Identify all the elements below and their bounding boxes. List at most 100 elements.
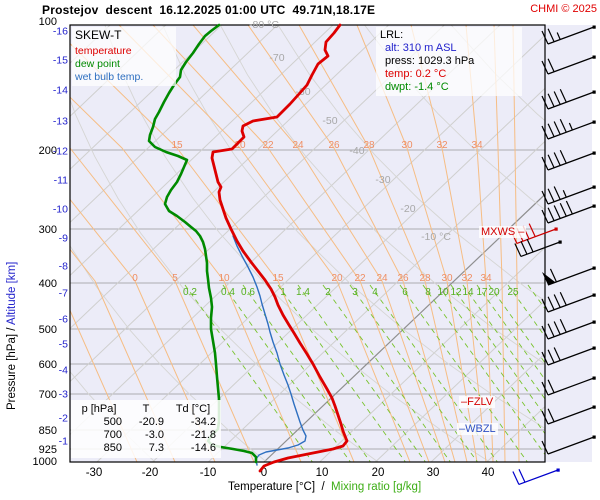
temperature-tick: 20 — [372, 467, 385, 479]
moist-adiabat-label: 26 — [397, 273, 409, 284]
moist-adiabat-label: 5 — [172, 273, 178, 284]
info-line: dwpt: -1.4 °C — [385, 81, 449, 93]
x-axis-temp-label: Temperature [°C] / — [228, 481, 332, 493]
pressure-tick: 925 — [39, 444, 57, 456]
moist-adiabat-label: 26 — [328, 140, 340, 151]
legend-box: SKEW-T temperature dew point wet bulb temp… — [72, 27, 176, 86]
pressure-tick: 100 — [39, 16, 57, 28]
mixing-ratio-label: 4 — [372, 287, 378, 298]
info-line: temp: 0.2 °C — [385, 68, 447, 80]
isotherm-label: -40 — [349, 145, 364, 157]
mixing-ratio-label: 1 — [280, 287, 286, 298]
moist-adiabat-label: 34 — [471, 140, 483, 151]
wind-barb — [542, 266, 596, 286]
copyright-label: CHMI © 2025 — [530, 3, 597, 15]
wind-barb — [541, 118, 596, 140]
pressure-tick: 600 — [39, 359, 57, 371]
table-row: 500 -20.9 -34.2 — [103, 416, 216, 428]
info-box-title: LRL: — [380, 29, 404, 41]
altitude-tick: -11 — [54, 175, 69, 187]
plot-frame — [69, 24, 546, 463]
mixing-ratio-label: 14 — [462, 287, 474, 298]
altitude-tick: -10 — [53, 204, 68, 216]
wind-barb — [541, 376, 596, 396]
moist-adiabat-label: 10 — [218, 273, 230, 284]
wet-bulb-zero-marker: –WBZL — [457, 423, 498, 435]
info-line: press: 1029.3 hPa — [385, 55, 475, 67]
temperature-tick: 10 — [316, 467, 329, 479]
pressure-tick: 500 — [39, 324, 57, 336]
pressure-tick: 400 — [39, 278, 57, 290]
moist-adiabat-label: 32 — [461, 273, 473, 284]
wind-barb — [541, 55, 596, 75]
moist-adiabat-label: 20 — [234, 140, 246, 151]
isotherm-label: -50 — [322, 115, 337, 127]
legend-items: temperature dew point wet bulb temp. — [75, 45, 173, 84]
wet-bulb-temp--curve — [232, 235, 307, 466]
altitude-tick: -1 — [59, 436, 68, 448]
moist-adiabat-label: 22 — [354, 273, 366, 284]
wind-barb — [541, 200, 596, 224]
legend-item: wet bulb temp. — [75, 71, 144, 83]
pressure-tick: 300 — [39, 224, 57, 236]
x-axis-title: Temperature [°C] / Mixing ratio [g/kg] — [228, 481, 421, 493]
mixing-ratio-label: 17 — [476, 287, 488, 298]
moist-adiabat-label: 24 — [292, 140, 304, 151]
table-row: 850 7.3 -14.6 — [103, 442, 216, 454]
mixing-ratio-label: 0.4 — [221, 287, 235, 298]
temperature-tick: 0 — [261, 467, 267, 479]
mixing-ratio-label: 25 — [507, 287, 519, 298]
moist-adiabat-label: 0 — [132, 273, 138, 284]
wind-barb — [541, 149, 596, 171]
moist-adiabat-label: 22 — [262, 140, 274, 151]
altitude-tick: -14 — [53, 85, 68, 97]
y-axis-separator: / — [6, 324, 18, 334]
altitude-tick: -4 — [59, 365, 68, 377]
y-axis-title: Pressure [hPa] / Altitude [km] — [6, 262, 18, 410]
info-box: LRL: alt: 310 m ASL press: 1029.3 hPa temp… — [376, 27, 522, 96]
wind-barb — [541, 291, 596, 313]
wind-barb — [541, 346, 596, 366]
altitude-tick: -13 — [53, 116, 68, 128]
altitude-tick: -8 — [59, 261, 68, 273]
moist-adiabat-label: 24 — [376, 273, 388, 284]
temperature-tick: -20 — [142, 467, 159, 479]
max-wind-speed-marker: MXWS – — [479, 226, 527, 238]
mixing-ratio-label: 8 — [425, 287, 431, 298]
temperature-curve — [210, 23, 349, 473]
moist-adiabat-label: 20 — [331, 273, 343, 284]
pressure-tick: 1000 — [33, 456, 57, 468]
legend-item: temperature — [75, 45, 132, 57]
altitude-tick: -5 — [59, 339, 68, 351]
altitude-tick: -9 — [59, 233, 68, 245]
moist-adiabat-label: 30 — [401, 140, 413, 151]
page-title: Prostejov descent 16.12.2025 01:00 UTC 4… — [42, 3, 376, 17]
info-line: alt: 310 m ASL — [385, 42, 457, 54]
isotherm-label: -80 °C — [249, 19, 279, 31]
mixing-ratio-label: 1.4 — [296, 287, 310, 298]
wind-barb — [541, 25, 596, 45]
y-axis-altitude-label: Altitude [km] — [6, 261, 18, 325]
moist-adiabat-label: 30 — [441, 273, 453, 284]
moist-adiabat-label: 32 — [436, 140, 448, 151]
chart-type-label: SKEW-T — [75, 28, 122, 42]
temperature-tick: 40 — [482, 467, 495, 479]
wind-barb — [512, 468, 560, 486]
moist-adiabat-label: 15 — [171, 140, 183, 151]
altitude-tick: -2 — [59, 413, 68, 425]
altitude-tick: -3 — [59, 389, 68, 401]
wind-barb — [541, 88, 596, 110]
sounding-table: p [hPa] T Td [°C] 500 -20.9 -34.2 700 -3.0 -21.8… — [71, 400, 221, 458]
mixing-ratio-label: 3 — [352, 287, 358, 298]
temperature-tick: 30 — [427, 467, 440, 479]
wind-barb — [541, 185, 596, 205]
mixing-ratio-label: 10 — [437, 287, 449, 298]
wind-barb — [541, 405, 596, 425]
table-row: 700 -3.0 -21.8 — [103, 429, 216, 441]
pressure-tick: 700 — [39, 389, 57, 401]
pressure-tick: 200 — [39, 145, 57, 157]
altitude-tick: -15 — [53, 55, 68, 67]
wind-barb — [541, 435, 596, 455]
